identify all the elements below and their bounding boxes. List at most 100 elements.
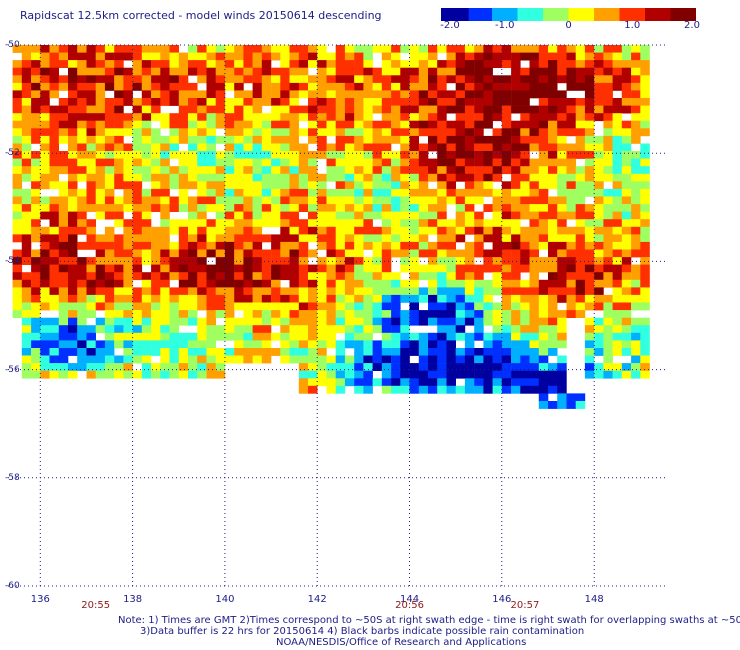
- heatmap-cell: [326, 120, 336, 129]
- heatmap-cell: [501, 82, 512, 91]
- heatmap-cell: [529, 204, 539, 212]
- heatmap-cell: [455, 196, 466, 205]
- heatmap-cell: [31, 370, 41, 379]
- heatmap-cell: [261, 75, 272, 84]
- heatmap-cell: [31, 302, 41, 311]
- heatmap-cell: [584, 241, 595, 250]
- heatmap-cell: [575, 401, 586, 409]
- heatmap-cell: [252, 325, 263, 334]
- heatmap-cell: [344, 211, 355, 220]
- heatmap-cell: [548, 234, 558, 243]
- heatmap-cell: [271, 113, 281, 122]
- heatmap-cell: [141, 355, 152, 364]
- heatmap-cell: [206, 241, 216, 250]
- heatmap-cell: [418, 241, 429, 250]
- heatmap-cell: [58, 82, 69, 91]
- heatmap-cell: [308, 98, 318, 106]
- heatmap-cell: [446, 348, 456, 356]
- heatmap-cell: [114, 135, 124, 144]
- colorbar-segment: [598, 8, 601, 21]
- heatmap-cell: [344, 234, 355, 243]
- heatmap-cell: [400, 363, 410, 371]
- heatmap-cell: [21, 219, 32, 228]
- heatmap-cell: [492, 128, 503, 137]
- heatmap-cell: [308, 279, 318, 288]
- heatmap-cell: [354, 181, 364, 190]
- heatmap-cell: [114, 143, 124, 152]
- heatmap-cell: [104, 302, 115, 311]
- heatmap-cell: [215, 249, 226, 258]
- heatmap-cell: [446, 257, 456, 265]
- colorbar-segment: [462, 8, 465, 21]
- heatmap-cell: [529, 264, 539, 273]
- heatmap-cell: [400, 181, 410, 190]
- heatmap-cell: [594, 113, 604, 122]
- heatmap-cell: [252, 135, 263, 144]
- heatmap-cell: [529, 287, 539, 296]
- heatmap-cell: [49, 332, 59, 341]
- heatmap-cell: [548, 378, 558, 387]
- heatmap-cell: [400, 234, 410, 243]
- heatmap-cell: [520, 332, 530, 341]
- heatmap-cell: [95, 272, 106, 281]
- heatmap-cell: [363, 204, 373, 212]
- heatmap-cell: [501, 196, 512, 205]
- heatmap-cell: [381, 294, 392, 303]
- x-tick-label: 146: [492, 594, 512, 605]
- heatmap-cell: [501, 219, 512, 228]
- heatmap-cell: [400, 120, 410, 129]
- heatmap-cell: [308, 363, 318, 371]
- heatmap-cell: [188, 363, 198, 371]
- heatmap-cell: [584, 143, 595, 152]
- heatmap-cell: [335, 378, 346, 387]
- heatmap-cell: [317, 181, 327, 190]
- heatmap-cell: [289, 98, 299, 106]
- heatmap-cell: [501, 120, 512, 129]
- heatmap-cell: [594, 143, 604, 152]
- heatmap-cell: [575, 173, 586, 182]
- heatmap-cell: [612, 219, 623, 228]
- heatmap-cell: [464, 52, 475, 61]
- heatmap-cell: [326, 113, 336, 122]
- heatmap-cell: [418, 105, 429, 114]
- heatmap-cell: [58, 113, 69, 122]
- heatmap-cell: [280, 249, 290, 258]
- heatmap-cell: [298, 226, 309, 235]
- heatmap-cell: [160, 98, 170, 106]
- heatmap-cell: [188, 332, 198, 341]
- heatmap-cell: [381, 325, 392, 334]
- heatmap-cell: [40, 45, 50, 53]
- heatmap-cell: [234, 264, 244, 273]
- heatmap-cell: [372, 226, 383, 235]
- heatmap-cell: [261, 60, 272, 68]
- heatmap-cell: [538, 219, 549, 228]
- heatmap-cell: [12, 135, 23, 144]
- heatmap-cell: [215, 226, 226, 235]
- heatmap-cell: [151, 52, 161, 61]
- heatmap-cell: [520, 98, 530, 106]
- heatmap-cell: [428, 45, 438, 53]
- heatmap-cell: [271, 45, 281, 53]
- heatmap-cell: [455, 294, 466, 303]
- heatmap-cell: [437, 378, 447, 387]
- heatmap-cell: [178, 173, 189, 182]
- heatmap-cell: [344, 355, 355, 364]
- heatmap-cell: [483, 226, 493, 235]
- heatmap-cell: [178, 90, 189, 99]
- heatmap-cell: [261, 135, 272, 144]
- heatmap-cell: [511, 82, 521, 91]
- heatmap-cell: [529, 60, 539, 68]
- colorbar-segment: [574, 8, 578, 21]
- heatmap-cell: [511, 173, 521, 182]
- heatmap-cell: [123, 181, 133, 190]
- heatmap-cell: [206, 120, 216, 129]
- heatmap-cell: [206, 158, 216, 167]
- heatmap-cell: [68, 287, 78, 296]
- colorbar-segment: [606, 8, 610, 21]
- heatmap-cell: [141, 128, 152, 137]
- heatmap-cell: [344, 226, 355, 235]
- heatmap-cell: [21, 158, 32, 167]
- heatmap-cell: [529, 75, 539, 84]
- heatmap-cell: [501, 234, 512, 243]
- heatmap-cell: [594, 211, 604, 220]
